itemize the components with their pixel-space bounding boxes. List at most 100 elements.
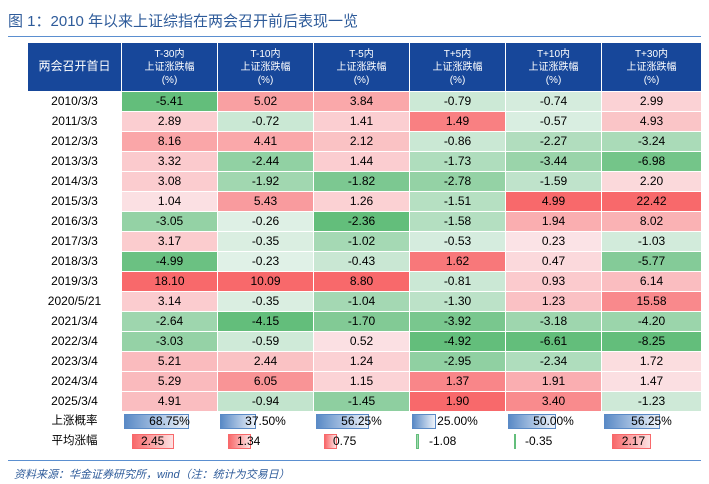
data-cell: -1.02 [313, 231, 410, 252]
data-cell: -0.94 [217, 391, 314, 412]
column-header-period: T+5内 [443, 48, 472, 60]
title-divider [8, 36, 701, 37]
row-date: 2012/3/3 [27, 131, 122, 152]
table-body: 2010/3/3 -5.41 5.02 3.84 -0.79 -0.74 2.99 2011/… [27, 91, 702, 452]
column-header: T-10内 上证涨跌幅 (%) [217, 42, 314, 92]
column-header: T-30内 上证涨跌幅 (%) [121, 42, 218, 92]
data-cell: 1.44 [313, 151, 410, 172]
data-bar [124, 414, 190, 429]
table-row: 2023/3/4 5.21 2.44 1.24 -2.95 -2.34 1.72 [27, 351, 702, 372]
table-row: 2018/3/3 -4.99 -0.23 -0.43 1.62 0.47 -5.77 [27, 251, 702, 272]
chart-title: 图 1：2010 年以来上证综指在两会召开前后表现一览 [8, 13, 359, 30]
data-cell: 3.84 [313, 91, 410, 112]
data-cell: -2.64 [121, 311, 218, 332]
summary-value: 0.75 [333, 434, 357, 448]
table-row: 2019/3/3 18.10 10.09 8.80 -0.81 0.93 6.14 [27, 271, 702, 292]
table-row: 2011/3/3 2.89 -0.72 1.41 1.49 -0.57 4.93 [27, 111, 702, 132]
header-row: 两会召开首日 T-30内 上证涨跌幅 (%) T-10内 上证涨跌幅 (%) T-5内 上证涨跌… [27, 42, 702, 92]
row-date: 2016/3/3 [27, 211, 122, 232]
row-date: 2011/3/3 [27, 111, 122, 132]
data-cell: 5.02 [217, 91, 314, 112]
data-cell: -3.44 [505, 151, 602, 172]
source-note: 资料来源：华金证券研究所，wind（注：统计为交易日） [14, 469, 290, 481]
row-date: 2017/3/3 [27, 231, 122, 252]
row-date: 2024/3/4 [27, 371, 122, 392]
row-date: 2015/3/3 [27, 191, 122, 212]
data-cell: 1.72 [601, 351, 702, 372]
data-cell: 5.29 [121, 371, 218, 392]
summary-cell: 2.45 [121, 431, 218, 452]
summary-value: 68.75% [149, 414, 190, 428]
data-cell: 4.93 [601, 111, 702, 132]
data-bar [416, 434, 420, 449]
column-header-period: T-10内 [250, 48, 281, 60]
summary-value: 2.45 [141, 434, 165, 448]
column-header-unit: (%) [257, 74, 274, 86]
summary-value: -1.08 [429, 434, 457, 448]
row-date: 2025/3/4 [27, 391, 122, 412]
data-cell: 1.26 [313, 191, 410, 212]
data-cell: 5.21 [121, 351, 218, 372]
data-cell: -1.45 [313, 391, 410, 412]
table-row: 2021/3/4 -2.64 -4.15 -1.70 -3.92 -3.18 -4.20 [27, 311, 702, 332]
row-date: 2019/3/3 [27, 271, 122, 292]
table-row: 2022/3/4 -3.03 -0.59 0.52 -4.92 -6.61 -8.25 [27, 331, 702, 352]
data-cell: 1.41 [313, 111, 410, 132]
data-bar [316, 414, 370, 429]
footer-divider [8, 460, 701, 461]
column-header-period: T-30内 [154, 48, 185, 60]
data-cell: -0.26 [217, 211, 314, 232]
column-header-period: T+30内 [634, 48, 669, 60]
summary-cell: 56.25% [313, 411, 410, 432]
data-cell: -0.35 [217, 291, 314, 312]
data-cell: 3.14 [121, 291, 218, 312]
summary-row: 上涨概率 68.75% 37.50% 56.25% 25.00% 50.00% 56.25% [27, 411, 702, 432]
data-cell: 6.14 [601, 271, 702, 292]
summary-label: 平均涨幅 [27, 431, 122, 452]
data-bar [514, 434, 517, 449]
data-cell: 3.32 [121, 151, 218, 172]
data-cell: 15.58 [601, 291, 702, 312]
table-row: 2025/3/4 4.91 -0.94 -1.45 1.90 3.40 -1.23 [27, 391, 702, 412]
column-header-label: 上证涨跌幅 [336, 61, 387, 73]
column-header-period: T+10内 [536, 48, 571, 60]
column-header-label: 上证涨跌幅 [528, 61, 579, 73]
data-cell: -0.23 [217, 251, 314, 272]
data-cell: -5.77 [601, 251, 702, 272]
summary-value: 1.34 [237, 434, 261, 448]
summary-value: 56.25% [341, 414, 382, 428]
data-cell: -0.59 [217, 331, 314, 352]
data-cell: 1.49 [409, 111, 506, 132]
data-cell: -2.34 [505, 351, 602, 372]
data-cell: 4.99 [505, 191, 602, 212]
data-cell: 2.44 [217, 351, 314, 372]
summary-label: 上涨概率 [27, 411, 122, 432]
data-cell: 2.89 [121, 111, 218, 132]
data-cell: -6.61 [505, 331, 602, 352]
data-cell: -2.78 [409, 171, 506, 192]
data-cell: -1.23 [601, 391, 702, 412]
data-cell: 8.02 [601, 211, 702, 232]
data-cell: -0.74 [505, 91, 602, 112]
data-cell: 2.12 [313, 131, 410, 152]
summary-value: -0.35 [525, 434, 553, 448]
data-cell: 1.90 [409, 391, 506, 412]
summary-cell: 0.75 [313, 431, 410, 452]
summary-cell: 68.75% [121, 411, 218, 432]
data-cell: -1.70 [313, 311, 410, 332]
data-cell: 8.16 [121, 131, 218, 152]
data-cell: -3.18 [505, 311, 602, 332]
table-row: 2013/3/3 3.32 -2.44 1.44 -1.73 -3.44 -6.98 [27, 151, 702, 172]
data-cell: 6.05 [217, 371, 314, 392]
table-row: 2014/3/3 3.08 -1.92 -1.82 -2.78 -1.59 2.20 [27, 171, 702, 192]
summary-value: 37.50% [245, 414, 286, 428]
data-cell: -5.41 [121, 91, 218, 112]
data-cell: 1.23 [505, 291, 602, 312]
column-header-unit: (%) [643, 74, 660, 86]
data-cell: -0.79 [409, 91, 506, 112]
row-date: 2023/3/4 [27, 351, 122, 372]
data-cell: 1.47 [601, 371, 702, 392]
data-cell: 10.09 [217, 271, 314, 292]
column-header-label: 上证涨跌幅 [626, 61, 677, 73]
summary-value: 2.17 [621, 434, 646, 448]
